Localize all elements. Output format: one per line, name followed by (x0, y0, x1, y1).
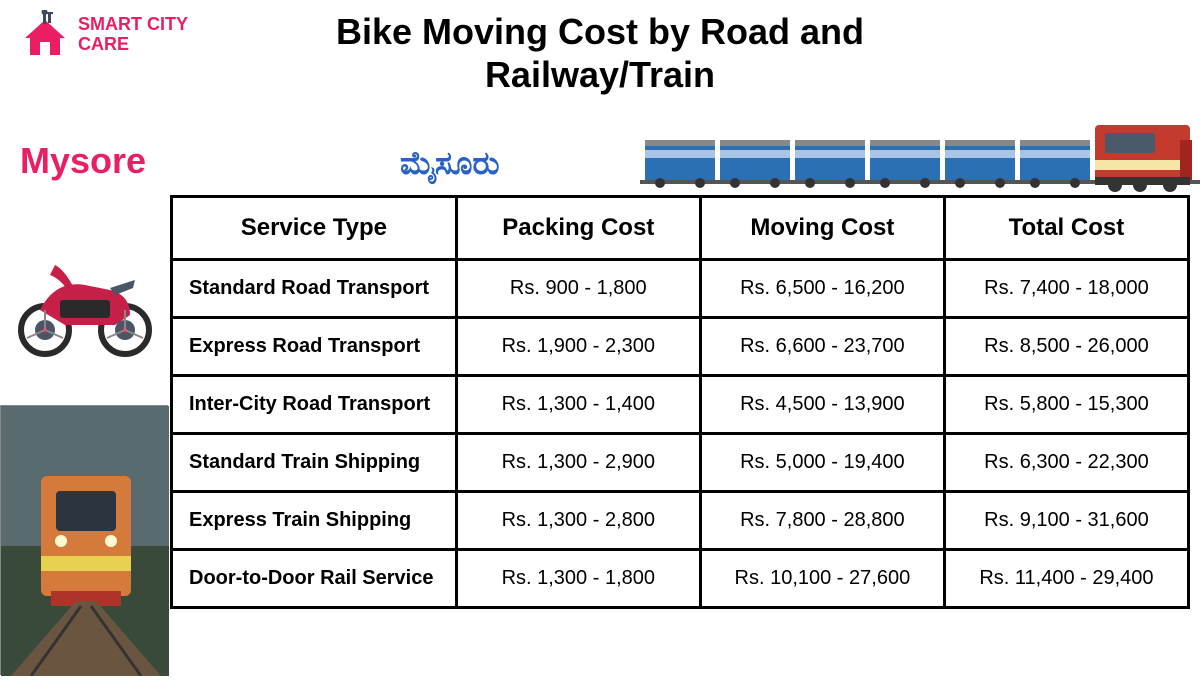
cell-service: Standard Train Shipping (172, 434, 457, 492)
house-icon (20, 10, 70, 60)
table-row: Standard Train Shipping Rs. 1,300 - 2,90… (172, 434, 1189, 492)
table: Service Type Packing Cost Moving Cost To… (170, 195, 1190, 609)
coach-4 (870, 140, 940, 180)
table-row: Express Train Shipping Rs. 1,300 - 2,800… (172, 492, 1189, 550)
header-packing: Packing Cost (456, 197, 700, 260)
train-illustration (640, 105, 1200, 200)
cell-total: Rs. 11,400 - 29,400 (944, 550, 1188, 608)
cell-total: Rs. 9,100 - 31,600 (944, 492, 1188, 550)
cell-moving: Rs. 7,800 - 28,800 (700, 492, 944, 550)
engine (1095, 125, 1192, 185)
city-english: Mysore (20, 140, 146, 182)
cell-moving: Rs. 10,100 - 27,600 (700, 550, 944, 608)
header-service: Service Type (172, 197, 457, 260)
table-row: Inter-City Road Transport Rs. 1,300 - 1,… (172, 376, 1189, 434)
cell-total: Rs. 8,500 - 26,000 (944, 318, 1188, 376)
cell-service: Express Train Shipping (172, 492, 457, 550)
cell-packing: Rs. 1,900 - 2,300 (456, 318, 700, 376)
coach-2 (720, 140, 790, 180)
logo-line2: CARE (78, 35, 188, 55)
table-row: Door-to-Door Rail Service Rs. 1,300 - 1,… (172, 550, 1189, 608)
cell-packing: Rs. 1,300 - 1,400 (456, 376, 700, 434)
cell-moving: Rs. 4,500 - 13,900 (700, 376, 944, 434)
header-moving: Moving Cost (700, 197, 944, 260)
coach-1 (645, 140, 715, 180)
cell-moving: Rs. 6,600 - 23,700 (700, 318, 944, 376)
cell-total: Rs. 6,300 - 22,300 (944, 434, 1188, 492)
coach-6 (1020, 140, 1090, 180)
cost-table: Service Type Packing Cost Moving Cost To… (170, 195, 1190, 609)
logo-line1: SMART CITY (78, 15, 188, 35)
cell-packing: Rs. 1,300 - 2,800 (456, 492, 700, 550)
cell-service: Standard Road Transport (172, 260, 457, 318)
motorcycle-icon (15, 240, 155, 360)
table-row: Standard Road Transport Rs. 900 - 1,800 … (172, 260, 1189, 318)
page-title: Bike Moving Cost by Road and Railway/Tra… (280, 10, 920, 96)
table-body: Standard Road Transport Rs. 900 - 1,800 … (172, 260, 1189, 608)
table-row: Express Road Transport Rs. 1,900 - 2,300… (172, 318, 1189, 376)
logo: SMART CITY CARE (20, 10, 188, 60)
cell-packing: Rs. 1,300 - 2,900 (456, 434, 700, 492)
header-total: Total Cost (944, 197, 1188, 260)
cell-total: Rs. 7,400 - 18,000 (944, 260, 1188, 318)
train-photo (0, 405, 168, 675)
coach-3 (795, 140, 865, 180)
coach-5 (945, 140, 1015, 180)
cell-moving: Rs. 6,500 - 16,200 (700, 260, 944, 318)
cell-packing: Rs. 900 - 1,800 (456, 260, 700, 318)
cell-service: Express Road Transport (172, 318, 457, 376)
table-header-row: Service Type Packing Cost Moving Cost To… (172, 197, 1189, 260)
cell-service: Inter-City Road Transport (172, 376, 457, 434)
logo-text: SMART CITY CARE (78, 15, 188, 55)
cell-service: Door-to-Door Rail Service (172, 550, 457, 608)
cell-total: Rs. 5,800 - 15,300 (944, 376, 1188, 434)
city-local: ಮೈಸೂರು (400, 145, 500, 183)
cell-moving: Rs. 5,000 - 19,400 (700, 434, 944, 492)
cell-packing: Rs. 1,300 - 1,800 (456, 550, 700, 608)
